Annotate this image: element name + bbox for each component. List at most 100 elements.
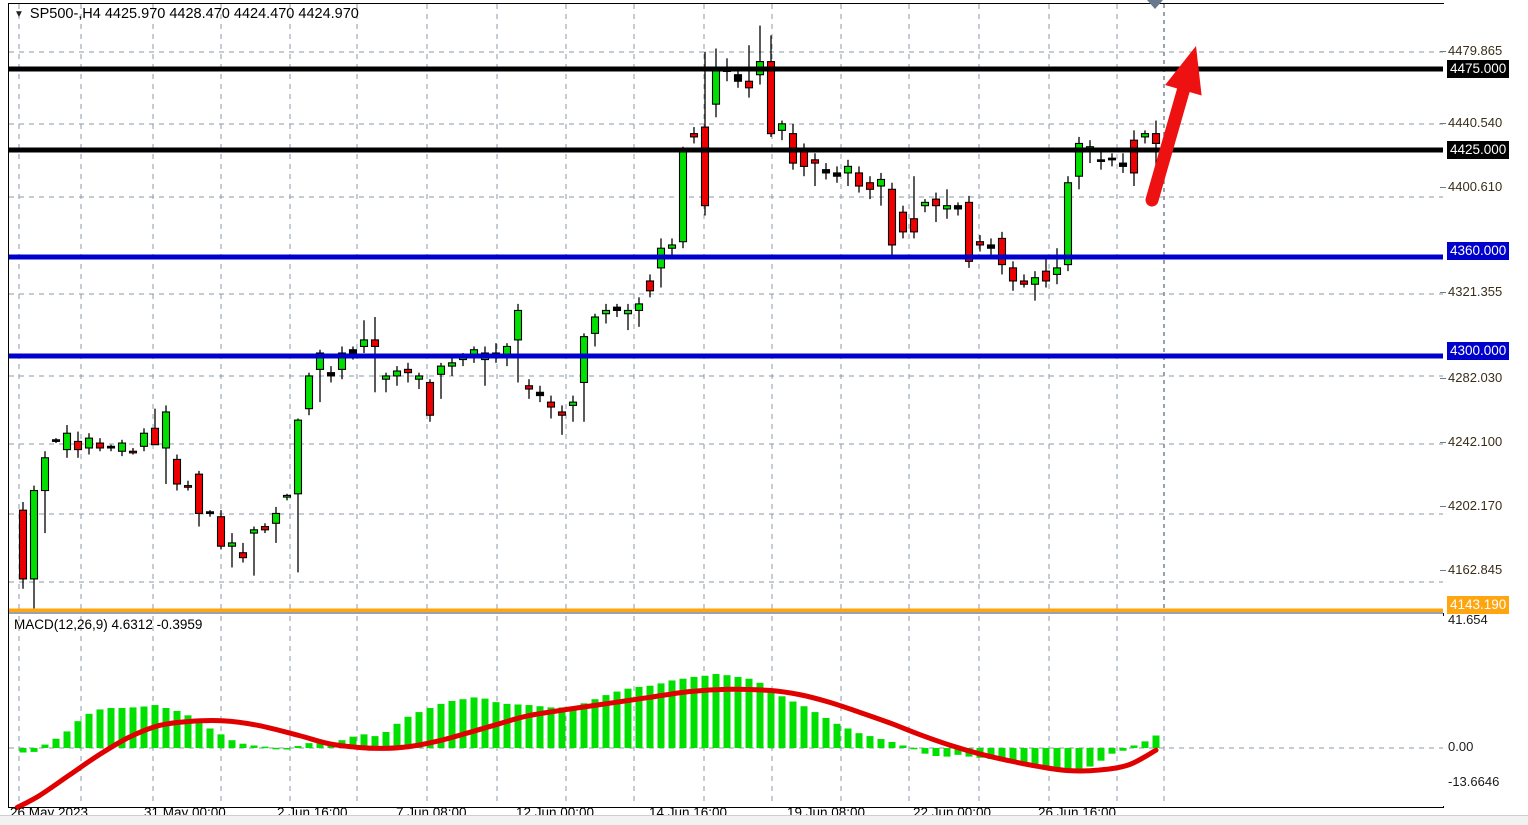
candle[interactable]	[986, 238, 996, 255]
candle[interactable]	[359, 320, 369, 354]
candle[interactable]	[656, 238, 666, 288]
candle[interactable]	[238, 542, 248, 563]
candle[interactable]	[689, 127, 699, 144]
candle[interactable]	[425, 379, 435, 422]
chevron-down-icon[interactable]: ▼	[14, 9, 24, 20]
candle[interactable]	[95, 438, 105, 452]
candle[interactable]	[194, 470, 204, 527]
candle[interactable]	[612, 303, 622, 317]
candle[interactable]	[337, 346, 347, 380]
crosshair-marker-icon[interactable]	[1147, 0, 1163, 9]
candle[interactable]	[1118, 153, 1128, 173]
candle[interactable]	[942, 189, 952, 219]
candle[interactable]	[634, 297, 644, 327]
candle[interactable]	[975, 235, 985, 252]
macd-chart-canvas[interactable]	[9, 616, 1443, 811]
candle[interactable]	[1019, 274, 1029, 288]
candle[interactable]	[535, 385, 545, 403]
price-pane[interactable]	[9, 4, 1445, 614]
candle[interactable]	[271, 506, 281, 543]
candle[interactable]	[392, 366, 402, 386]
candle[interactable]	[755, 25, 765, 85]
candle[interactable]	[29, 485, 39, 609]
candle[interactable]	[887, 182, 897, 255]
candle[interactable]	[128, 447, 138, 455]
candle[interactable]	[293, 418, 303, 573]
candle[interactable]	[1008, 261, 1018, 291]
candle[interactable]	[117, 439, 127, 457]
candle[interactable]	[73, 431, 83, 458]
candle[interactable]	[249, 526, 259, 576]
candle[interactable]	[172, 454, 182, 491]
price-level-tag[interactable]: 4143.190	[1447, 596, 1510, 614]
candle[interactable]	[854, 166, 864, 193]
candle[interactable]	[865, 176, 875, 200]
chart-frame[interactable]	[8, 3, 1445, 811]
candle[interactable]	[821, 163, 831, 180]
candle[interactable]	[953, 202, 963, 216]
candle[interactable]	[1129, 130, 1139, 187]
candle[interactable]	[84, 433, 94, 455]
candle[interactable]	[667, 238, 677, 255]
candle[interactable]	[777, 120, 787, 141]
candle[interactable]	[546, 395, 556, 419]
candle[interactable]	[480, 346, 490, 386]
candle[interactable]	[447, 356, 457, 376]
candle[interactable]	[326, 366, 336, 383]
candle[interactable]	[700, 51, 710, 216]
candle[interactable]	[150, 408, 160, 446]
macd-pane[interactable]	[9, 616, 1445, 811]
bullish-arrow-annotation[interactable]	[1145, 46, 1202, 207]
candle[interactable]	[513, 303, 523, 383]
candle[interactable]	[898, 205, 908, 239]
candle[interactable]	[909, 176, 919, 239]
candle[interactable]	[876, 172, 886, 206]
candle[interactable]	[810, 153, 820, 187]
candle[interactable]	[1107, 153, 1117, 167]
price-level-tag[interactable]: 4300.000	[1447, 342, 1510, 360]
candle[interactable]	[491, 343, 501, 363]
candle[interactable]	[436, 362, 446, 399]
pane-splitter[interactable]	[9, 612, 1443, 614]
candle[interactable]	[51, 438, 61, 444]
candle[interactable]	[557, 405, 567, 435]
candle[interactable]	[161, 405, 171, 484]
candle[interactable]	[524, 379, 534, 399]
candle[interactable]	[260, 523, 270, 534]
price-level-tag[interactable]: 4360.000	[1447, 242, 1510, 260]
candle[interactable]	[1140, 130, 1150, 144]
candle[interactable]	[1052, 248, 1062, 285]
candle[interactable]	[205, 510, 215, 517]
candle[interactable]	[282, 493, 292, 501]
candle[interactable]	[568, 395, 578, 422]
price-chart-canvas[interactable]	[9, 4, 1443, 614]
candle[interactable]	[403, 362, 413, 383]
candle[interactable]	[1041, 254, 1051, 288]
candle[interactable]	[18, 501, 28, 589]
candle[interactable]	[931, 192, 941, 223]
price-level-tag[interactable]: 4425.000	[1447, 141, 1510, 159]
candle[interactable]	[920, 199, 930, 213]
candle[interactable]	[414, 372, 424, 390]
candle[interactable]	[1096, 150, 1106, 170]
candle[interactable]	[304, 372, 314, 416]
price-scale[interactable]: 4479.865 4475.000 4440.540 4425.000 4400.610…	[1440, 3, 1528, 808]
candle[interactable]	[645, 274, 655, 298]
candle[interactable]	[766, 35, 776, 137]
candle[interactable]	[678, 146, 688, 249]
candle[interactable]	[579, 333, 589, 422]
candle[interactable]	[623, 303, 633, 331]
candle[interactable]	[40, 451, 50, 534]
candle[interactable]	[183, 480, 193, 491]
candle[interactable]	[227, 533, 237, 568]
candle[interactable]	[1030, 271, 1040, 301]
candle[interactable]	[997, 231, 1007, 275]
candle[interactable]	[106, 444, 116, 452]
candle[interactable]	[601, 303, 611, 324]
candle[interactable]	[843, 159, 853, 187]
candle[interactable]	[788, 123, 798, 170]
candle[interactable]	[832, 166, 842, 183]
candle[interactable]	[590, 313, 600, 347]
candle[interactable]	[216, 510, 226, 550]
candle[interactable]	[62, 425, 72, 458]
